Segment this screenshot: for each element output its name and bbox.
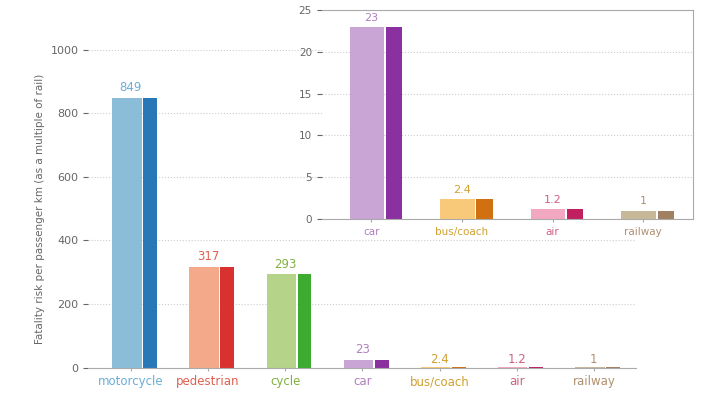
Bar	[531, 209, 565, 219]
Bar	[112, 97, 141, 368]
Bar	[375, 360, 389, 368]
Bar	[621, 211, 656, 219]
Text: 1: 1	[590, 353, 597, 366]
Bar	[567, 209, 583, 219]
Text: 23: 23	[364, 13, 378, 23]
Bar	[658, 211, 674, 219]
Text: 1: 1	[640, 196, 647, 206]
Bar	[144, 97, 157, 368]
Text: 2.4: 2.4	[453, 185, 471, 195]
Bar	[452, 367, 466, 368]
Y-axis label: Fatality risk per passenger km (as a multiple of rail): Fatality risk per passenger km (as a mul…	[35, 74, 45, 344]
Bar	[350, 27, 384, 219]
Text: 2.4: 2.4	[430, 353, 449, 366]
Text: 293: 293	[274, 258, 296, 271]
Bar	[267, 274, 296, 368]
Text: 23: 23	[355, 344, 370, 356]
Bar	[298, 274, 311, 368]
Text: 1.2: 1.2	[544, 195, 561, 205]
Bar	[477, 199, 493, 219]
Bar	[344, 360, 373, 368]
Bar	[221, 267, 234, 368]
Text: 1.2: 1.2	[508, 353, 526, 366]
Bar	[440, 199, 474, 219]
Bar	[386, 27, 402, 219]
Bar	[421, 367, 450, 368]
Text: 849: 849	[119, 81, 142, 94]
Bar	[189, 267, 218, 368]
Text: 317: 317	[197, 250, 219, 263]
